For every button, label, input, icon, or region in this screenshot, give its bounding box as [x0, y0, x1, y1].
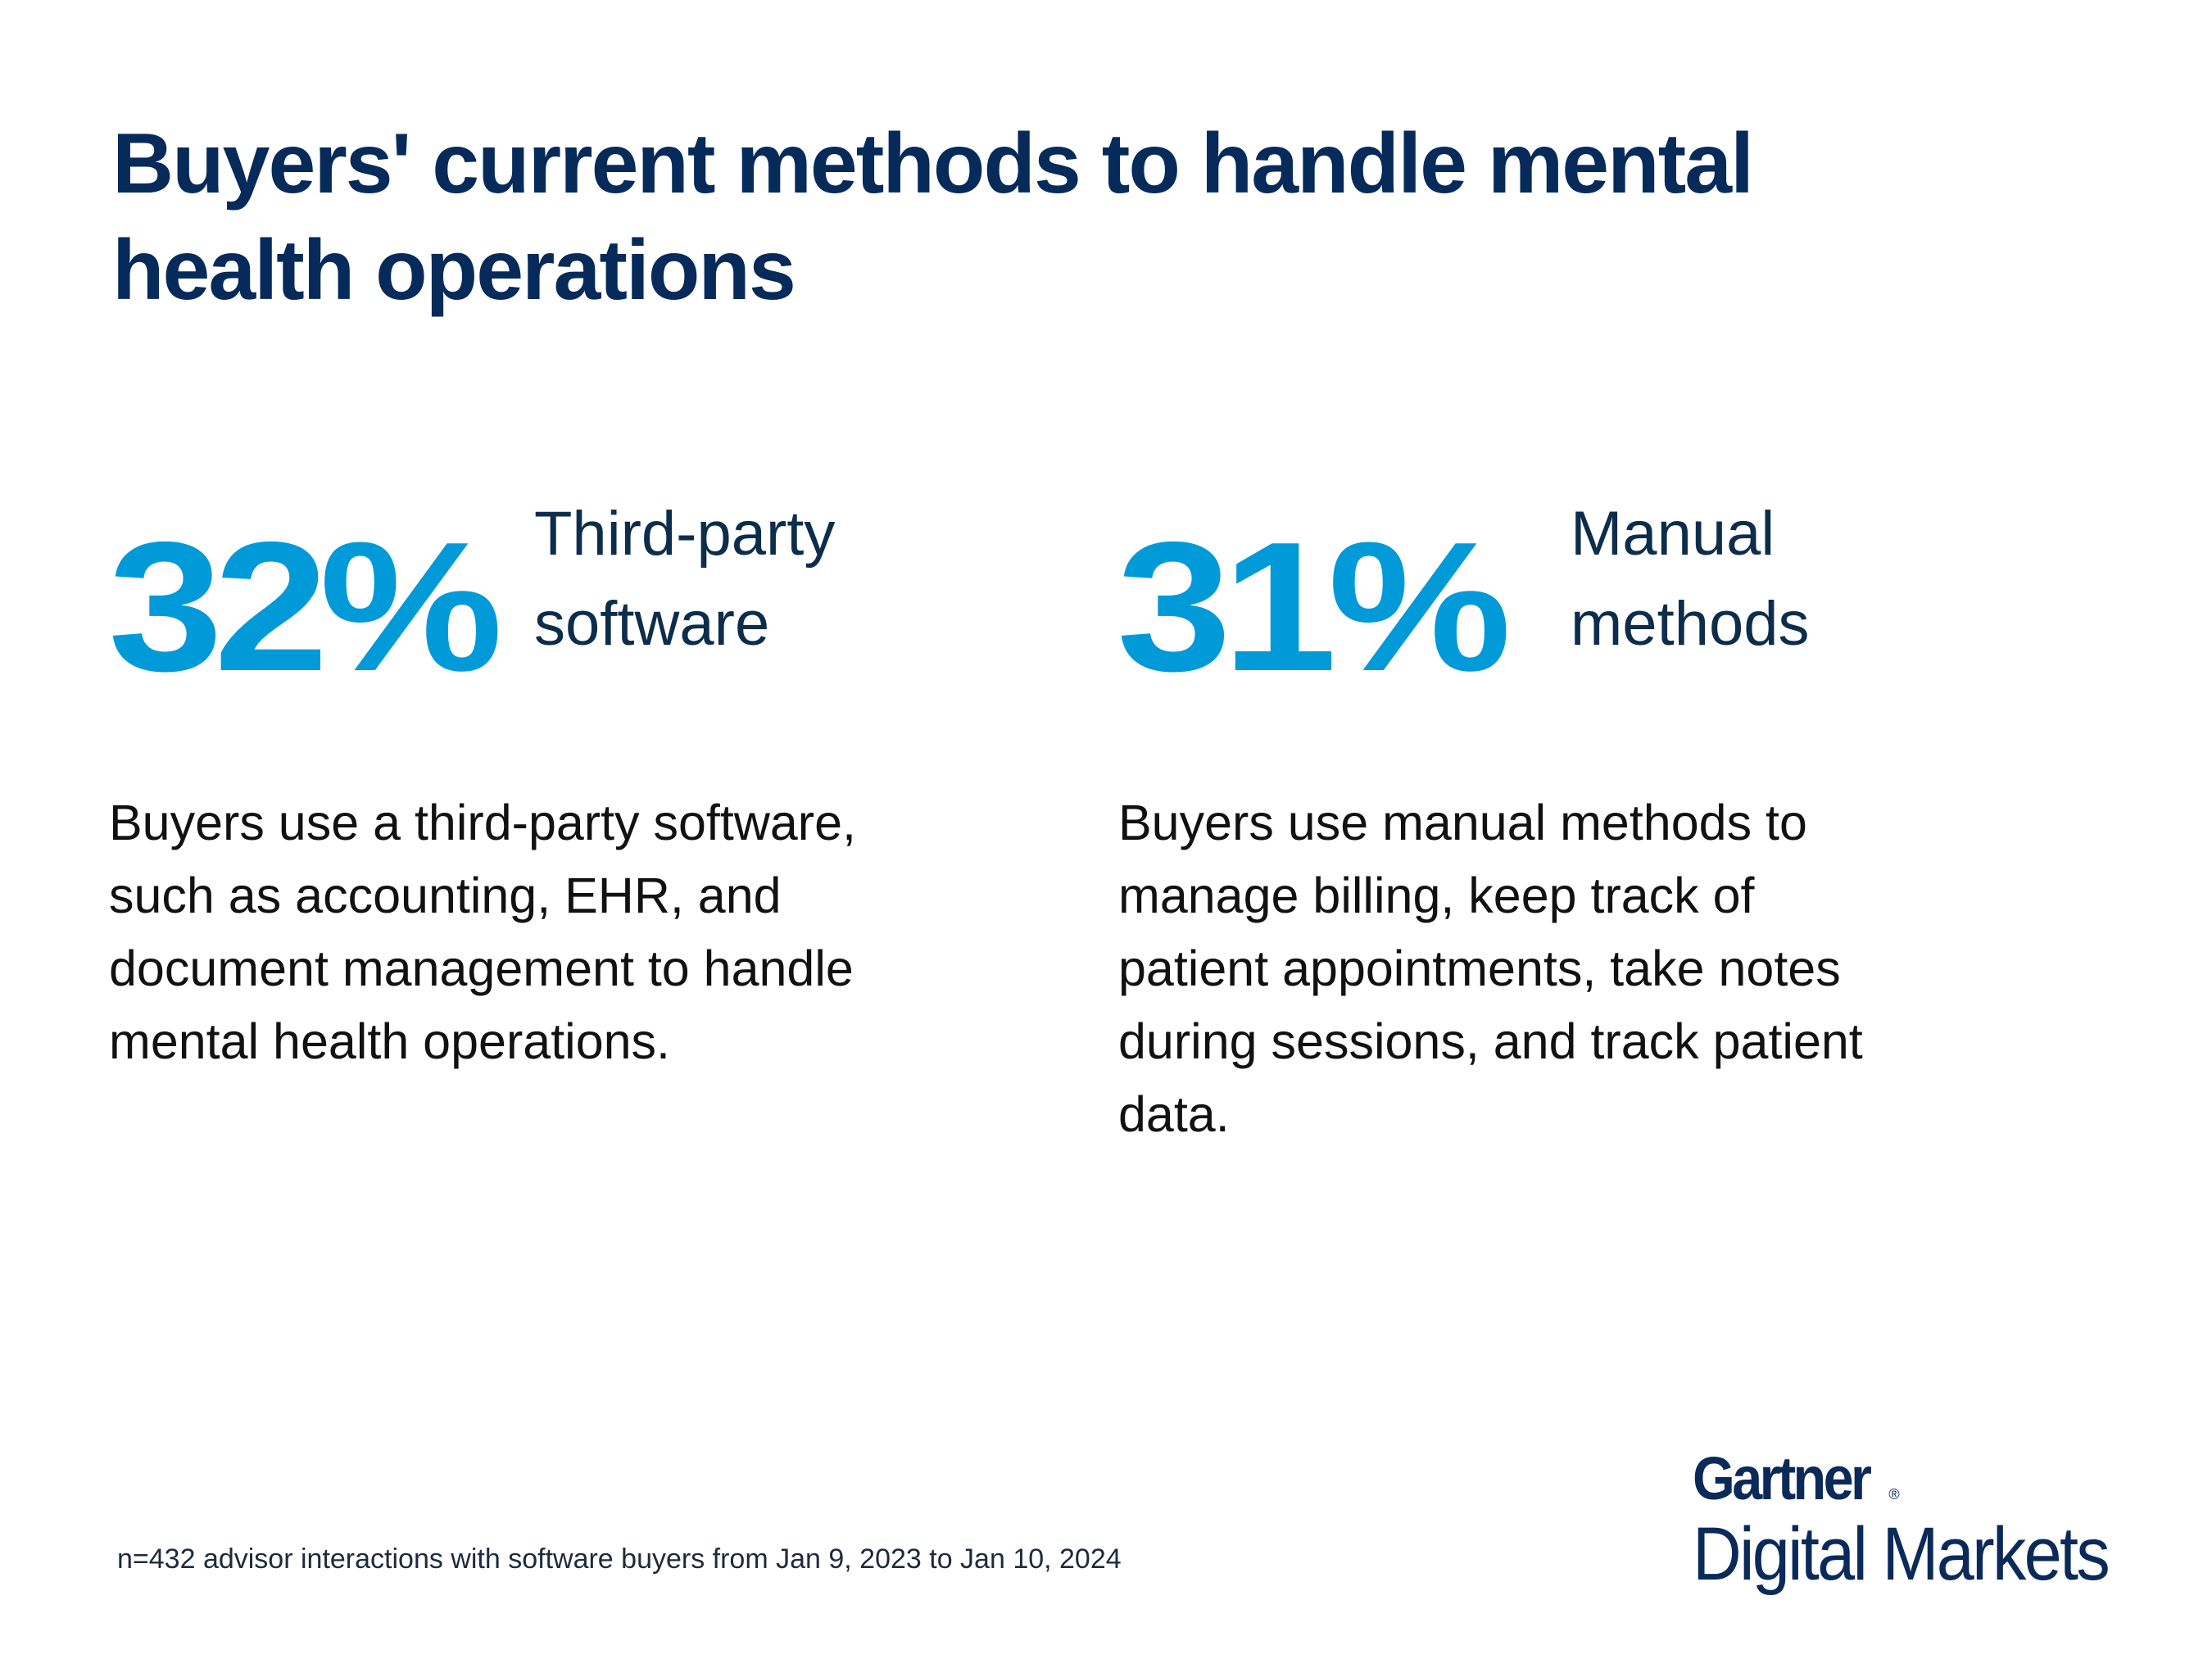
- stat-value-manual: 31%: [1117, 503, 1512, 709]
- footnote: n=432 advisor interactions with software…: [117, 1543, 1122, 1575]
- gartner-digital-markets-logo: Gartner ® Digital Markets: [1693, 1444, 2154, 1598]
- stat-value-third-party: 32%: [108, 503, 503, 709]
- registered-mark: ®: [1888, 1486, 1900, 1503]
- stat-description-manual: Buyers use manual methods to manage bill…: [1118, 795, 1863, 1142]
- stat-description-third-party: Buyers use a third-party software, such …: [109, 795, 856, 1069]
- stat-label-line: software: [534, 589, 770, 659]
- stat-label-line: Third-party: [534, 499, 836, 569]
- stat-label-manual: Manual methods: [1571, 489, 1810, 669]
- stat-label-line: methods: [1571, 589, 1810, 659]
- logo-product: Digital Markets: [1693, 1512, 2110, 1596]
- stat-label-third-party: Third-party software: [534, 489, 835, 669]
- logo-brand: Gartner: [1693, 1444, 1872, 1512]
- stat-label-line: Manual: [1571, 499, 1775, 569]
- page-title: Buyers' current methods to handle mental…: [112, 116, 1754, 318]
